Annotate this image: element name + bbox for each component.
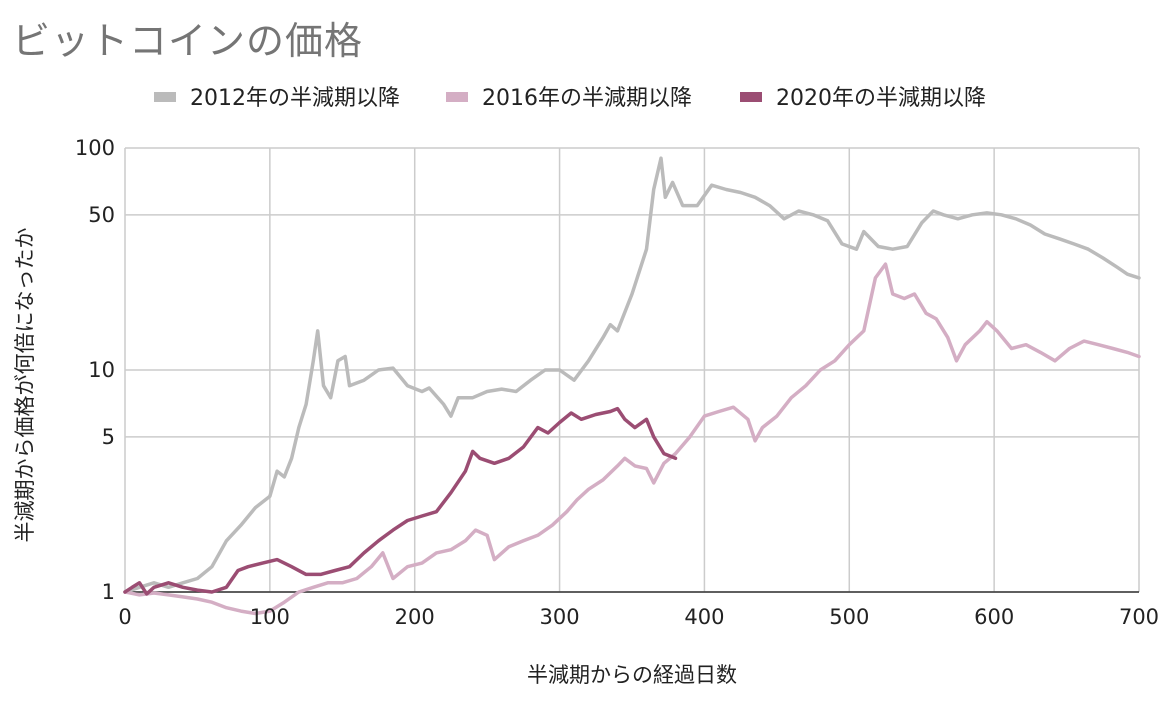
y-axis-title: 半減期から価格が何倍になったか bbox=[13, 228, 37, 543]
series-line-0 bbox=[123, 156, 1141, 594]
x-tick-label: 100 bbox=[250, 605, 290, 629]
x-tick-label: 600 bbox=[974, 605, 1014, 629]
y-tick-label: 5 bbox=[102, 425, 115, 449]
x-tick-label: 700 bbox=[1119, 605, 1159, 629]
x-tick-label: 0 bbox=[118, 605, 131, 629]
y-tick-label: 1 bbox=[102, 580, 115, 604]
y-tick-label: 10 bbox=[88, 358, 115, 382]
series-layer bbox=[123, 156, 1141, 616]
legend-swatch-1 bbox=[446, 92, 468, 102]
y-tick-label: 100 bbox=[75, 136, 115, 160]
x-tick-label: 200 bbox=[395, 605, 435, 629]
x-tick-label: 300 bbox=[540, 605, 580, 629]
tick-layer: 0 100 200 300 400 500 600 700 1 5 10 50 100 bbox=[75, 136, 1159, 629]
x-tick-label: 400 bbox=[684, 605, 724, 629]
chart-title: ビットコインの価格 bbox=[12, 19, 364, 63]
y-tick-label: 50 bbox=[88, 203, 115, 227]
series-line-2 bbox=[123, 406, 678, 596]
legend-swatch-0 bbox=[154, 92, 176, 102]
legend-label-2: 2020年の半減期以降 bbox=[776, 86, 986, 111]
series-line-1 bbox=[123, 262, 1141, 616]
legend-label-0: 2012年の半減期以降 bbox=[190, 86, 400, 111]
grid-layer bbox=[124, 147, 1140, 593]
legend-label-1: 2016年の半減期以降 bbox=[482, 86, 692, 111]
legend-swatch-2 bbox=[740, 92, 762, 102]
x-axis-title: 半減期からの経過日数 bbox=[527, 663, 737, 687]
x-tick-label: 500 bbox=[829, 605, 869, 629]
legend-layer: 2012年の半減期以降 2016年の半減期以降 2020年の半減期以降 bbox=[154, 86, 986, 111]
